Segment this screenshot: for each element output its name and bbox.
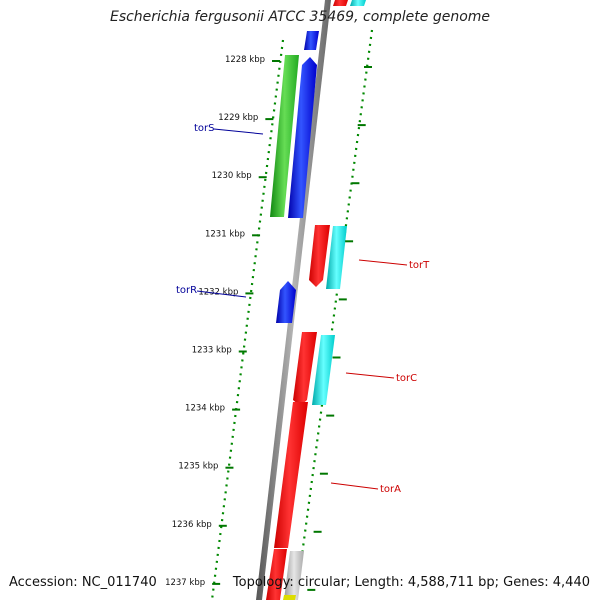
genome-stats-text: Topology: circular; Length: 4,588,711 bp… bbox=[232, 575, 590, 590]
gene-label-torA[interactable]: torA bbox=[380, 484, 401, 495]
gene-label-torC[interactable]: torC bbox=[396, 373, 417, 384]
gene-red-top[interactable] bbox=[333, 0, 348, 6]
gene-label-torT[interactable]: torT bbox=[409, 260, 430, 271]
gene-gray-bottom[interactable] bbox=[284, 551, 304, 600]
accession-text: Accession: NC_011740 bbox=[9, 575, 157, 590]
right-dotted-rail bbox=[294, 29, 374, 601]
gene-torT[interactable] bbox=[309, 225, 330, 287]
tick-label: 1236 kbp bbox=[172, 520, 212, 530]
tick-label: 1232 kbp bbox=[198, 287, 238, 297]
gene-cyan-top[interactable] bbox=[350, 0, 366, 6]
tick-label: 1235 kbp bbox=[178, 462, 218, 472]
left-dotted-rail bbox=[210, 39, 285, 601]
gene-torC-cyan[interactable] bbox=[312, 335, 335, 405]
gene-label-torS[interactable]: torS bbox=[194, 123, 215, 134]
gene-label-torR[interactable]: torR bbox=[176, 285, 197, 296]
gene-leader-line bbox=[196, 290, 247, 298]
gene-torC[interactable] bbox=[293, 332, 317, 406]
gene-red-bottom[interactable] bbox=[266, 549, 287, 600]
tick-label: 1229 kbp bbox=[218, 113, 258, 123]
tick-label: 1237 kbp bbox=[165, 578, 205, 588]
gene-blue-long[interactable] bbox=[288, 57, 317, 218]
gene-leader-line bbox=[358, 259, 408, 266]
page-title: Escherichia fergusonii ATCC 35469, compl… bbox=[109, 9, 491, 25]
gene-blue-top[interactable] bbox=[304, 31, 319, 50]
tick-label: 1230 kbp bbox=[212, 171, 252, 181]
gene-labels: torS torR torT torC torA bbox=[176, 123, 430, 495]
gene-leader-line bbox=[213, 128, 264, 135]
gene-leader-line bbox=[330, 482, 379, 490]
tick-label: 1231 kbp bbox=[205, 229, 245, 239]
gene-leader-line bbox=[345, 372, 395, 379]
gene-torA[interactable] bbox=[274, 402, 308, 548]
tick-label: 1228 kbp bbox=[225, 55, 265, 65]
axis-ticks: 1228 kbp 1229 kbp 1230 kbp 1231 kbp 1232 kbp… bbox=[165, 55, 372, 591]
gene-torS[interactable] bbox=[270, 55, 299, 217]
tick-label: 1233 kbp bbox=[192, 346, 232, 356]
tick-label: 1234 kbp bbox=[185, 404, 225, 414]
gene-torT-cyan[interactable] bbox=[326, 226, 347, 289]
gene-torR[interactable] bbox=[276, 281, 296, 323]
gene-yellow-bottom bbox=[283, 595, 296, 600]
